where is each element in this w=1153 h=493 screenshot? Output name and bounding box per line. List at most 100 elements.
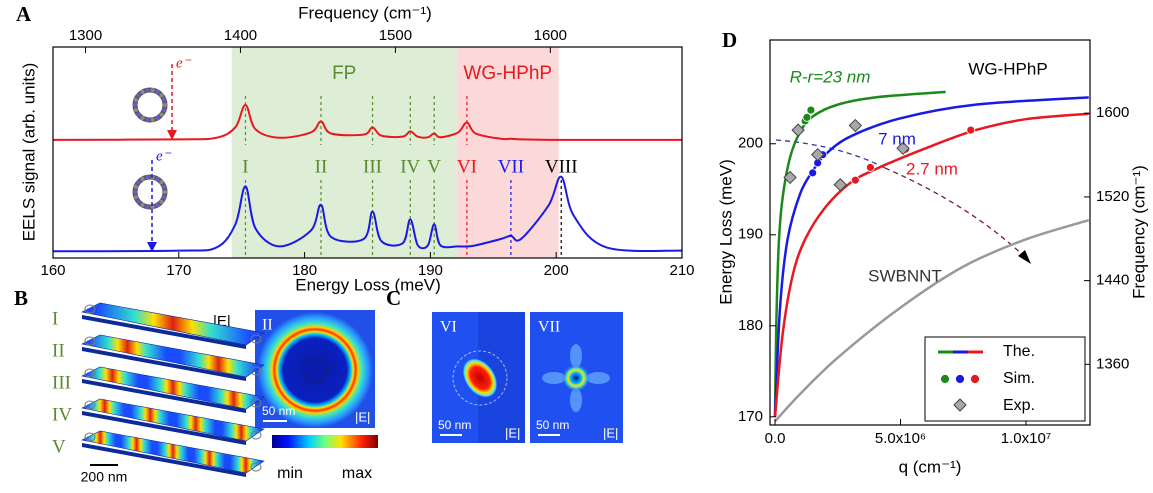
atom [161,194,167,200]
exp-point [783,170,797,185]
field-label: |E| [355,409,370,424]
legend-label: The. [1003,343,1035,360]
ribbon-end [84,304,96,314]
atom [145,175,150,180]
atom [133,107,139,113]
mode-label: V [52,436,66,457]
arrow-head [1018,250,1031,264]
legend-dot [940,374,950,384]
arrow-head [147,242,157,252]
exp-point [848,118,863,133]
sim-point [802,112,812,122]
region [456,47,559,258]
panel-label: D [722,28,737,52]
atom [161,97,167,103]
x-tick-label: 5.0x10⁶ [875,430,926,447]
mode-label: II [262,317,273,334]
peak-label: VII [498,156,524,177]
ribbon-end [250,366,262,376]
y-axis-title: Energy Loss (meV) [716,159,735,305]
ribbon-side [82,347,246,381]
atom [140,115,145,121]
atom [159,112,164,117]
region-label: WG-HPhP [463,63,552,84]
x2-tick-label: 1500 [379,27,412,44]
ribbon-end [250,398,262,408]
atom [136,93,141,98]
ribbon-side [82,379,246,413]
x-axis-title: q (cm⁻¹) [899,457,962,476]
mode-label: III [52,372,71,393]
panel-label: C [386,286,401,310]
peak-label: VIII [545,156,578,177]
panel-c: C VI 50 nm |E| VII 50 nm |E| [386,286,623,443]
legend-dot [970,374,980,384]
peak-label: III [363,156,382,177]
field-label: |E| [505,425,520,440]
atom [159,93,164,98]
sim-point [806,105,816,115]
x-tick-label: 0.0 [765,430,786,447]
atom [140,176,145,182]
theory-line [774,219,1090,423]
x-tick-label: 1.0x10⁷ [1001,430,1051,447]
y2-tick-label: 1440 [1096,272,1129,289]
mode-label: II [52,340,65,361]
peak-label: V [427,156,441,177]
atom [162,102,168,108]
ribbon-side [82,443,246,477]
atom [155,89,160,95]
legend-dot [955,374,965,384]
x2-axis-title: Frequency (cm⁻¹) [298,3,432,22]
atom [136,199,141,204]
field-lobes [542,344,610,412]
x2-tick-label: 1600 [534,27,567,44]
theory-line [773,112,1089,417]
ribbon-end [84,432,96,442]
mode-label: IV [52,404,72,425]
plot-frame [52,46,683,259]
spectrum-line [52,104,682,141]
atom [145,204,150,209]
sim-point [865,163,875,172]
sim-point [808,168,818,178]
panel-label: A [16,2,32,26]
y2-tick-label: 1600 [1096,104,1129,121]
annotation: WG-HPhP [968,59,1047,78]
panel-d: D Energy Loss (meV) Frequency (cm⁻¹) q (… [716,28,1148,477]
guide-arrow [775,139,886,169]
electron-label: e⁻ [156,148,172,164]
legend-label: Sim. [1003,370,1035,387]
y2-tick-label: 1360 [1096,355,1129,372]
exp-point [896,141,910,156]
atom [145,117,150,122]
annotation: 2.7 nm [906,159,958,178]
panel-label: B [14,286,28,310]
y-axis-title: EELS signal (arb. units) [19,63,38,242]
region-label: FP [332,63,356,84]
ribbon-end [84,400,96,410]
x-tick-label: 210 [669,262,694,279]
legend-diamond [953,398,967,412]
peak-label: VI [457,156,477,177]
x-tick-label: 180 [292,262,317,279]
peak-label: IV [400,156,420,177]
scale-bar-label: 50 nm [536,418,569,432]
atom [133,194,139,200]
x2-tick-label: 1300 [69,27,102,44]
theory-line [773,90,946,417]
atom [155,176,160,182]
atom [150,88,155,93]
tube-outline [452,350,508,406]
atom [155,115,160,121]
peak-label: II [315,156,328,177]
atom [159,180,164,185]
annotation: R-r=23 nm [790,67,871,86]
y2-tick-label: 1520 [1096,188,1129,205]
panel-b: B |E| 200 nm II 50 nm |E| min max IIIIII… [14,286,378,485]
plot-frame [769,39,1091,426]
colorbar [272,435,378,448]
scale-bar-label: 50 nm [262,404,295,418]
panel-a: A Frequency (cm⁻¹) EELS signal (arb. uni… [16,2,695,295]
